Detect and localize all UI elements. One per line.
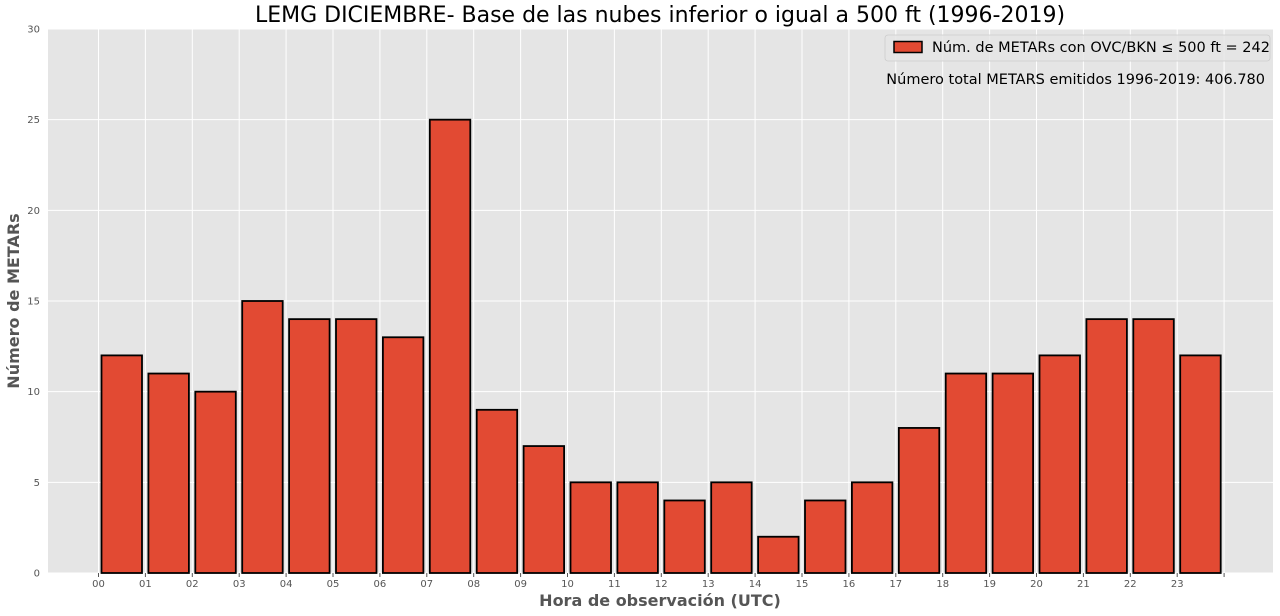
- x-axis-label: Hora de observación (UTC): [539, 591, 781, 610]
- bar: [944, 372, 988, 574]
- legend-swatch: [893, 40, 923, 54]
- bar: [569, 481, 612, 574]
- y-tick-label: 10: [27, 387, 40, 398]
- bar: [335, 318, 378, 574]
- y-tick-label: 25: [27, 115, 40, 126]
- y-tick-label: 0: [34, 569, 40, 580]
- x-tick-label: 12: [655, 579, 668, 590]
- x-tick-label: 14: [749, 579, 762, 590]
- legend-label: Núm. de METARs con OVC/BKN ≤ 500 ft = 24…: [932, 40, 1270, 56]
- x-tick-label: 21: [1077, 579, 1090, 590]
- bar: [757, 535, 800, 574]
- x-tick-label: 10: [561, 579, 574, 590]
- bar: [851, 481, 894, 574]
- bar: [804, 499, 847, 574]
- y-axis-ticks: 0 5 10 15 20 25 30: [27, 25, 40, 580]
- x-tick-label: 15: [796, 579, 809, 590]
- x-tick-label: 13: [702, 579, 715, 590]
- x-tick-label: 23: [1171, 579, 1184, 590]
- bar: [288, 318, 331, 574]
- x-tick-label: 07: [420, 579, 433, 590]
- bar: [1132, 318, 1175, 574]
- bar: [381, 336, 425, 574]
- bar: [616, 481, 659, 574]
- bar: [475, 408, 519, 574]
- y-tick-label: 30: [27, 25, 40, 36]
- annotation-total: Número total METARS emitidos 1996-2019: …: [886, 72, 1265, 88]
- x-axis-ticks: 00 01 02 03 04 05 06 07 08 09 10 11 12 13 14 15 16 17 18 19…: [92, 573, 1225, 590]
- bar: [663, 499, 706, 574]
- x-tick-label: 02: [186, 579, 199, 590]
- bar: [100, 354, 143, 574]
- y-tick-label: 15: [27, 297, 40, 308]
- y-tick-label: 5: [34, 478, 40, 489]
- bars: [100, 118, 1222, 574]
- x-tick-label: 09: [514, 579, 527, 590]
- legend-frame: [884, 34, 1271, 62]
- bar: [194, 390, 237, 574]
- y-axis-label: Número de METARs: [4, 213, 23, 388]
- bar: [147, 372, 190, 574]
- bar: [1038, 354, 1081, 574]
- x-tick-label: 00: [92, 579, 105, 590]
- x-tick-label: 05: [327, 579, 340, 590]
- x-tick-label: 11: [608, 579, 621, 590]
- x-tick-label: 03: [233, 579, 246, 590]
- bar: [241, 300, 284, 574]
- x-tick-label: 01: [139, 579, 152, 590]
- x-tick-label: 22: [1124, 579, 1137, 590]
- x-tick-label: 08: [467, 579, 480, 590]
- chart-title: LEMG DICIEMBRE- Base de las nubes inferi…: [255, 3, 1065, 28]
- bar: [522, 445, 565, 574]
- bar: [897, 427, 941, 574]
- x-tick-label: 17: [889, 579, 902, 590]
- bar: [428, 118, 472, 574]
- x-tick-label: 16: [843, 579, 856, 590]
- y-tick-label: 20: [27, 206, 40, 217]
- bar: [1179, 354, 1222, 574]
- bar: [991, 372, 1034, 574]
- x-tick-label: 19: [983, 579, 996, 590]
- bar: [710, 481, 753, 574]
- bar: [1085, 318, 1128, 574]
- x-tick-label: 04: [280, 579, 293, 590]
- x-tick-label: 18: [936, 579, 949, 590]
- x-tick-label: 20: [1030, 579, 1043, 590]
- x-tick-label: 06: [374, 579, 387, 590]
- legend: Núm. de METARs con OVC/BKN ≤ 500 ft = 24…: [884, 34, 1271, 62]
